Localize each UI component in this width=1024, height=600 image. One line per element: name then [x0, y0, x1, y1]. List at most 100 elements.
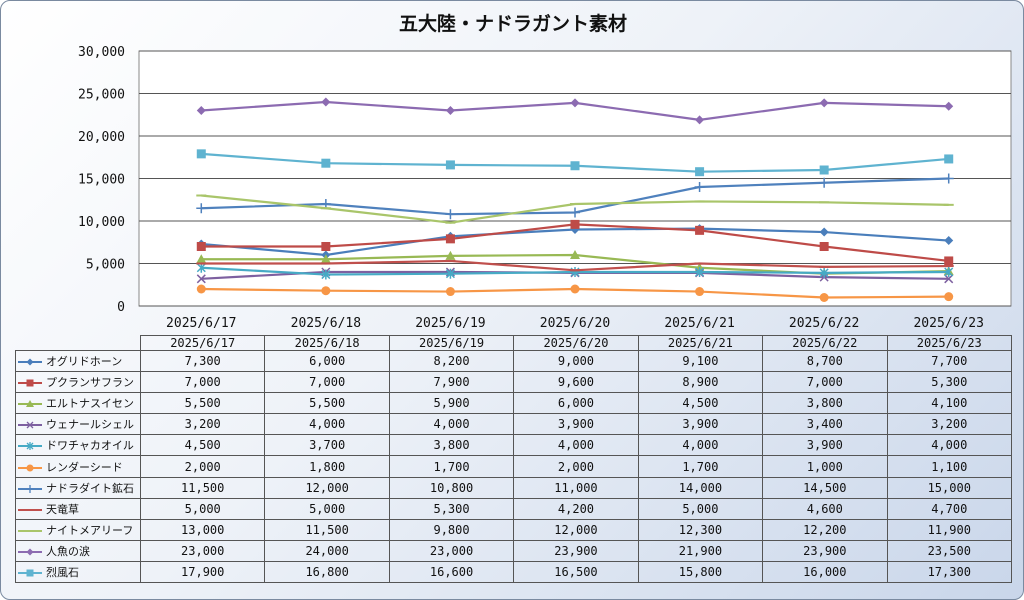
table-cell: 4,000: [637, 434, 764, 457]
data-point: [196, 254, 207, 264]
table-cell: 9,800: [388, 518, 515, 541]
data-point: [695, 287, 705, 297]
data-point: [570, 207, 580, 218]
table-column-header: 2025/6/21: [637, 335, 764, 351]
legend-swatch: [18, 548, 42, 556]
data-point: [944, 292, 954, 302]
table-cell: 3,800: [388, 434, 515, 457]
table-cell: 16,600: [388, 560, 515, 584]
x-tick-label: 2025/6/23: [913, 316, 983, 331]
table-column-header: 2025/6/23: [886, 335, 1013, 351]
data-point: [570, 98, 580, 108]
data-point: [196, 284, 206, 294]
table-cell: 2,000: [513, 455, 639, 478]
data-point: [944, 236, 954, 246]
series-name: エルトナスイセン: [46, 397, 134, 411]
x-tick-label: 2025/6/20: [540, 316, 610, 331]
table-cell: 10,800: [388, 476, 515, 499]
table-cell: 4,200: [513, 497, 639, 520]
table-cell: 4,500: [139, 434, 266, 457]
table-cell: 7,700: [886, 349, 1013, 373]
data-point: [570, 284, 580, 294]
table-cell: 12,000: [264, 476, 390, 499]
table-cell: 11,000: [513, 476, 639, 499]
data-point: [944, 256, 954, 266]
data-point: [570, 250, 580, 259]
series-name: 天竜草: [46, 502, 79, 516]
table-cell: 5,000: [139, 497, 266, 520]
x-tick-label: 2025/6/22: [789, 316, 859, 331]
legend-swatch: [18, 421, 42, 429]
table-cell: 7,000: [139, 371, 266, 394]
table-cell: 11,500: [139, 476, 266, 499]
table-cell: 1,000: [762, 455, 888, 478]
table-cell: 1,800: [264, 455, 390, 478]
table-cell: 4,000: [264, 413, 390, 436]
data-point: [695, 225, 705, 235]
table-cell: 23,900: [513, 539, 639, 562]
table-cell: 23,500: [886, 539, 1013, 562]
data-point: [944, 101, 954, 111]
series-name: オグリドホーン: [46, 355, 123, 369]
series-10: [196, 97, 954, 125]
table-row: ナドラダイト鉱石 11,500 12,000 10,800 11,000 14,000 14…: [15, 476, 1013, 499]
table-cell: 7,000: [762, 371, 888, 394]
y-tick-label: 0: [117, 300, 125, 315]
data-point: [445, 268, 455, 279]
table-cell: 9,100: [637, 349, 764, 373]
table-cell: 3,900: [637, 413, 764, 436]
data-point: [943, 173, 954, 184]
legend-entry: エルトナスイセン: [15, 392, 141, 415]
data-point: [445, 250, 456, 260]
series-name: ナイトメアリーフ: [46, 523, 134, 537]
table-cell: 4,500: [637, 392, 764, 415]
legend-swatch: [18, 484, 42, 493]
y-tick-label: 20,000: [78, 130, 125, 145]
data-point: [819, 177, 830, 188]
data-point: [445, 209, 456, 220]
table-cell: 5,000: [264, 497, 390, 520]
data-point: [570, 161, 580, 171]
table-cell: 4,100: [886, 392, 1013, 415]
data-point: [694, 182, 705, 192]
chart-title: 五大陸・ナドラガント素材: [398, 13, 627, 35]
table-column-header: 2025/6/22: [762, 335, 888, 351]
table-cell: 16,000: [762, 560, 888, 584]
data-point: [196, 242, 206, 251]
series-name: ナドラダイト鉱石: [46, 481, 134, 495]
data-point: [819, 165, 829, 175]
table-cell: 11,500: [264, 518, 390, 541]
data-point: [196, 106, 206, 115]
y-tick-label: 15,000: [78, 173, 125, 188]
table-cell: 4,700: [886, 497, 1013, 520]
legend-swatch: [18, 442, 42, 451]
legend-swatch: [18, 379, 42, 387]
table-cell: 1,700: [637, 455, 764, 478]
y-tick-label: 10,000: [78, 215, 125, 230]
table-cell: 1,700: [388, 455, 515, 478]
table-cell: 4,000: [513, 434, 639, 457]
table-cell: 14,000: [637, 476, 764, 499]
legend-entry: ウェナールシェル: [15, 413, 141, 436]
table-cell: 3,900: [762, 434, 888, 457]
legend-entry: オグリドホーン: [15, 349, 141, 373]
table-cell: 9,600: [513, 371, 639, 394]
table-row: ウェナールシェル 3,200 4,000 4,000 3,900 3,900 3,400 3,…: [15, 413, 1013, 436]
legend-entry: 天竜草: [15, 497, 141, 520]
table-cell: 7,000: [264, 371, 390, 394]
data-point: [944, 267, 954, 277]
table-cell: 14,500: [762, 476, 888, 499]
legend-swatch: [18, 358, 42, 366]
data-point: [196, 274, 206, 284]
data-point: [321, 158, 331, 168]
legend-entry: 人魚の涙: [15, 539, 141, 562]
table-cell: 3,200: [886, 413, 1013, 436]
data-point: [819, 242, 829, 251]
table-cell: 6,000: [513, 392, 639, 415]
data-point: [445, 106, 455, 115]
table-header-row: 2025/6/17 2025/6/18 2025/6/19 2025/6/20 2025…: [15, 335, 1013, 351]
table-cell: 5,300: [886, 371, 1013, 394]
table-cell: 8,900: [637, 371, 764, 394]
